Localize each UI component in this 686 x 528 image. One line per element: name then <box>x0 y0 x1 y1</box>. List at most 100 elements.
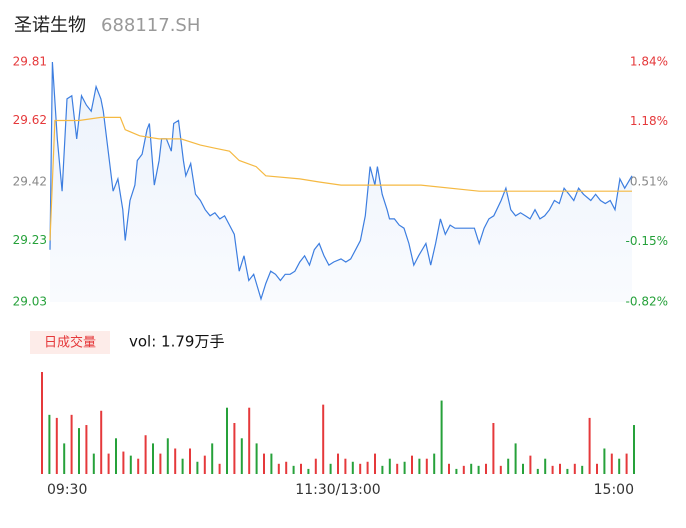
volume-bar <box>596 463 598 474</box>
volume-bar <box>240 438 243 474</box>
volume-bar <box>418 458 421 474</box>
volume-bar <box>115 438 117 474</box>
volume-bar <box>492 423 495 474</box>
volume-bar <box>55 417 58 474</box>
volume-bar <box>514 443 517 474</box>
volume-bar <box>396 463 399 474</box>
y2-tick-label: -0.82% <box>626 295 668 309</box>
volume-bar <box>344 458 347 474</box>
volume-bar <box>329 463 332 474</box>
volume-bar <box>573 463 576 474</box>
volume-bar <box>351 461 354 474</box>
volume-bar <box>203 455 206 474</box>
y-tick-label: 29.81 <box>13 55 47 69</box>
volume-bar <box>285 461 288 474</box>
volume-bar <box>485 463 487 474</box>
x-tick-label: 15:00 <box>594 482 634 498</box>
volume-bar <box>337 453 339 474</box>
stock-code: 688117.SH <box>101 15 200 36</box>
y-tick-label: 29.42 <box>13 175 47 189</box>
volume-bar <box>211 443 214 474</box>
y-tick-label: 29.23 <box>13 233 47 247</box>
volume-bar <box>248 407 251 474</box>
volume-bar <box>551 465 554 474</box>
volume-bar <box>522 463 524 474</box>
price-line <box>49 61 633 301</box>
volume-bar <box>292 465 295 474</box>
volume-bar <box>226 407 228 474</box>
x-tick-label: 11:30/13:00 <box>295 482 380 498</box>
volume-bar <box>381 465 384 474</box>
volume-bar <box>507 458 510 474</box>
volume-bar <box>92 453 95 474</box>
volume-bar <box>159 453 162 474</box>
volume-bar <box>588 417 591 474</box>
volume-bar <box>633 425 635 474</box>
volume-bar <box>470 463 473 474</box>
volume-bar <box>477 465 480 474</box>
volume-bar <box>322 404 325 474</box>
volume-bar <box>166 438 169 474</box>
volume-bar <box>374 453 376 474</box>
volume-bar <box>233 423 236 474</box>
volume-bar <box>48 414 51 474</box>
volume-button-label[interactable]: 日成交量 <box>44 335 96 351</box>
volume-bar <box>78 428 80 474</box>
volume-bar <box>610 453 613 474</box>
volume-button[interactable] <box>30 331 110 354</box>
volume-bar <box>152 443 154 474</box>
average-line <box>49 116 632 241</box>
volume-bar <box>255 443 258 474</box>
volume-bar <box>189 448 191 474</box>
y-tick-label: 29.03 <box>13 295 47 309</box>
x-tick-label: 09:30 <box>47 482 87 498</box>
volume-bar <box>440 400 443 474</box>
volume-bar <box>270 453 273 474</box>
volume-bar <box>107 453 110 474</box>
volume-bar <box>144 435 147 474</box>
volume-bar <box>85 425 88 474</box>
volume-bar <box>300 463 302 474</box>
volume-bar <box>425 458 428 474</box>
price-area <box>50 62 632 302</box>
volume-bar <box>63 443 66 474</box>
volume-bar <box>181 458 184 474</box>
y2-tick-label: 1.84% <box>630 55 668 69</box>
volume-bar <box>388 458 391 474</box>
volume-bar <box>218 463 221 474</box>
volume-bar <box>314 458 317 474</box>
volume-bar <box>41 372 43 474</box>
volume-bar <box>499 465 502 474</box>
volume-bar <box>307 468 310 474</box>
volume-bar <box>544 458 547 474</box>
volume-bar <box>359 463 362 474</box>
volume-bar <box>137 458 140 474</box>
volume-bar <box>129 455 132 474</box>
y2-tick-label: 0.51% <box>630 175 668 189</box>
volume-bar <box>448 463 450 474</box>
volume-bar <box>559 463 561 474</box>
volume-bar <box>529 455 532 474</box>
volume-bar <box>462 465 465 474</box>
volume-bar <box>566 468 569 474</box>
volume-bar <box>625 453 628 474</box>
volume-bar <box>455 468 458 474</box>
volume-bar <box>174 448 177 474</box>
y2-tick-label: 1.18% <box>630 114 668 128</box>
volume-bar <box>122 451 125 474</box>
volume-bar <box>366 461 369 474</box>
volume-bar <box>603 448 606 474</box>
volume-bar <box>411 455 413 474</box>
volume-bar <box>196 461 199 474</box>
volume-bar <box>277 463 280 474</box>
volume-bar <box>263 453 265 474</box>
y-tick-label: 29.62 <box>13 113 47 127</box>
volume-bar <box>100 410 103 474</box>
volume-bar <box>581 465 584 474</box>
stock-name: 圣诺生物 <box>14 15 86 36</box>
y2-tick-label: -0.15% <box>626 234 668 248</box>
volume-summary: vol: 1.79万手 <box>129 333 224 351</box>
volume-bar <box>536 468 539 474</box>
volume-bar <box>70 414 73 474</box>
